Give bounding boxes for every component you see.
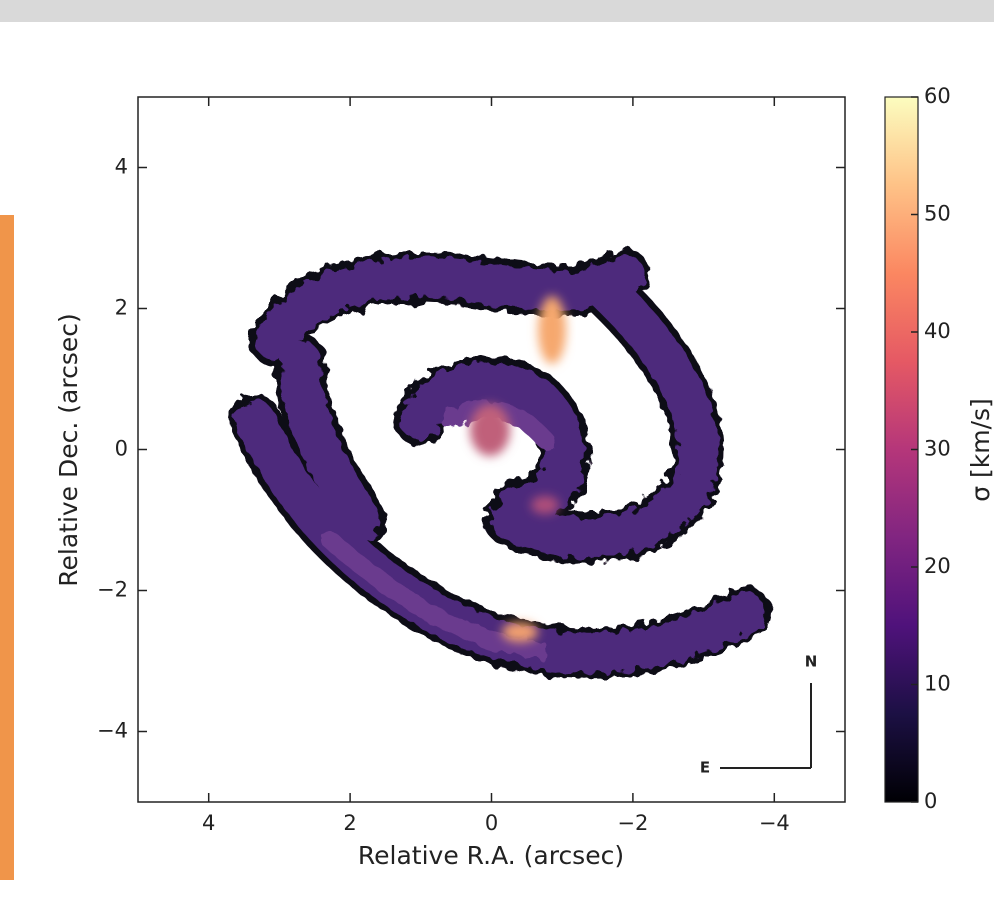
y-tick-label: −4 <box>97 719 128 743</box>
top-band <box>0 0 994 22</box>
y-tick-label: −2 <box>97 578 128 602</box>
colorbar-tick-label: 30 <box>924 437 951 461</box>
x-tick-label: 2 <box>343 811 356 835</box>
x-tick-label: −2 <box>617 811 648 835</box>
galaxy-map <box>229 249 771 679</box>
colorbar-tick-label: 20 <box>924 554 951 578</box>
y-tick-label: 4 <box>115 155 128 179</box>
compass-east: E <box>700 759 710 777</box>
y-tick-label: 0 <box>115 437 128 461</box>
y-tick-label: 2 <box>115 296 128 320</box>
compass: N E <box>700 653 817 777</box>
x-tick-label: −4 <box>759 811 790 835</box>
compass-north: N <box>805 653 818 671</box>
x-axis-label: Relative R.A. (arcsec) <box>358 841 624 870</box>
x-tick-label: 4 <box>202 811 215 835</box>
y-axis-label: Relative Dec. (arcsec) <box>54 313 83 587</box>
x-tick-label: 0 <box>485 811 498 835</box>
bright-regions <box>470 296 566 642</box>
side-strip <box>0 215 14 880</box>
colorbar-tick-label: 60 <box>924 84 951 108</box>
colorbar-tick-label: 50 <box>924 202 951 226</box>
colorbar-tick-label: 40 <box>924 319 951 343</box>
colorbar-tick-label: 0 <box>924 789 937 813</box>
colorbar-label: σ [km/s] <box>966 398 994 502</box>
colorbar-tick-label: 10 <box>924 672 951 696</box>
